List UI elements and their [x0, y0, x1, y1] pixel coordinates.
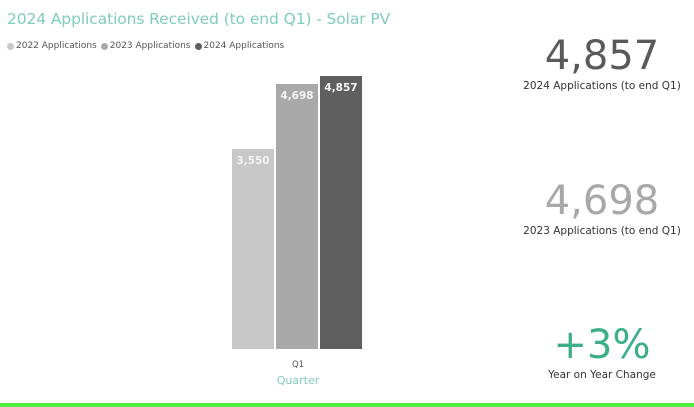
bar-2023-q1[interactable]: 4,698: [276, 84, 318, 349]
legend-item-2024[interactable]: 2024 Applications: [194, 41, 285, 51]
kpi-label: 2024 Applications (to end Q1): [523, 80, 681, 92]
legend-item-2023[interactable]: 2023 Applications: [100, 41, 191, 51]
x-axis-tick-q1: Q1: [291, 360, 305, 370]
data-label: 4,698: [280, 90, 314, 102]
kpi-value: 4,857: [544, 33, 660, 79]
bar-2022-q1[interactable]: 3,550: [232, 149, 274, 349]
kpi-card-yoy-change: +3% Year on Year Change: [510, 323, 694, 381]
kpi-card-2024: 4,857 2024 Applications (to end Q1): [510, 34, 694, 92]
chart-title: 2024 Applications Received (to end Q1) -…: [7, 10, 391, 28]
kpi-value: +3%: [553, 322, 651, 368]
chart-legend: 2022 Applications 2023 Applications 2024…: [7, 41, 284, 51]
legend-item-2022[interactable]: 2022 Applications: [7, 41, 97, 51]
kpi-value: 4,698: [544, 178, 660, 224]
x-axis-title: Quarter: [276, 374, 320, 387]
bar-2024-q1[interactable]: 4,857: [320, 76, 362, 349]
legend-dot-icon: [194, 42, 202, 50]
legend-label: 2024 Applications: [203, 41, 285, 51]
data-label: 4,857: [324, 82, 358, 94]
legend-dot-icon: [7, 42, 14, 50]
kpi-card-2023: 4,698 2023 Applications (to end Q1): [510, 179, 694, 237]
legend-dot-icon: [100, 42, 108, 50]
data-label: 3,550: [236, 155, 270, 167]
bottom-accent-bar: [0, 403, 694, 407]
bar-chart-plot: 3,550 4,698 4,857 Q1 Quarter: [232, 76, 362, 387]
kpi-label: Year on Year Change: [548, 369, 656, 381]
kpi-label: 2023 Applications (to end Q1): [523, 225, 681, 237]
legend-label: 2022 Applications: [16, 41, 97, 51]
legend-label: 2023 Applications: [109, 41, 191, 51]
